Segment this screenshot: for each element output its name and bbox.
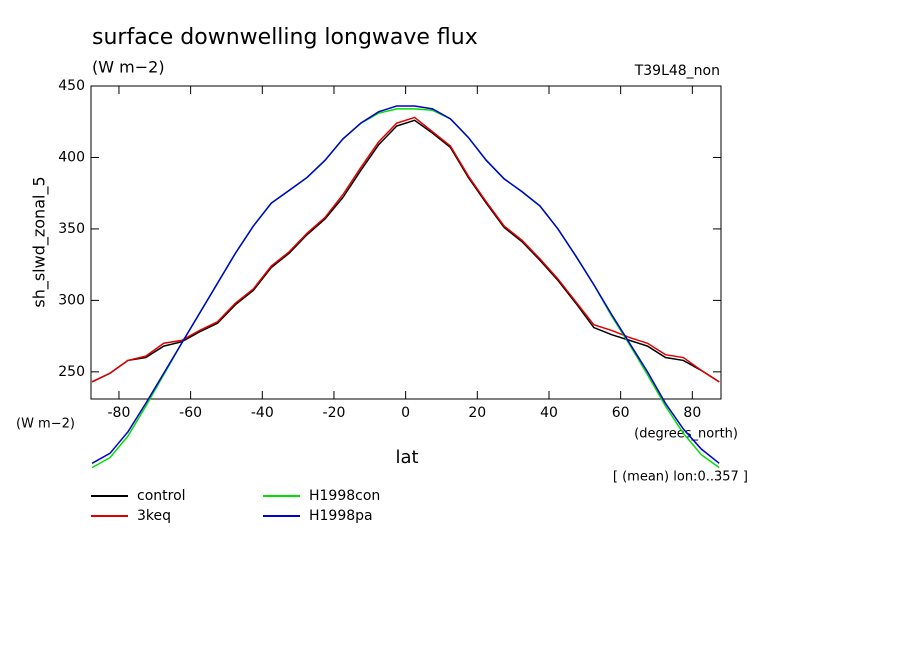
series-line — [91, 116, 720, 383]
y-units: (W m−2) — [16, 417, 75, 432]
x-units: (degrees_north) — [634, 427, 738, 442]
x-axis-label: lat — [395, 447, 418, 468]
legend-label: 3keq — [137, 508, 171, 524]
x-tick-label: -40 — [251, 405, 274, 421]
legend-label: control — [137, 488, 186, 504]
chart-subtitle: (W m−2) — [92, 58, 165, 77]
y-tick-label: 300 — [58, 292, 85, 308]
series-line — [91, 119, 720, 383]
x-tick-label: 0 — [401, 405, 410, 421]
legend-label: H1998pa — [309, 508, 373, 524]
x-tick-label: 40 — [540, 405, 558, 421]
x-tick-label: 80 — [683, 405, 701, 421]
tag: T39L48_non — [634, 63, 720, 79]
plot-frame — [90, 85, 722, 400]
note: [ (mean) lon:0..357 ] — [613, 470, 748, 485]
x-tick-label: -80 — [108, 405, 131, 421]
y-axis-label: sh_slwd_zonal_5 — [30, 176, 50, 307]
x-tick-label: -60 — [179, 405, 202, 421]
y-tick-label: 400 — [58, 149, 85, 165]
y-tick-label: 350 — [58, 221, 85, 237]
series-line — [91, 105, 720, 464]
y-tick-label: 250 — [58, 364, 85, 380]
legend-label: H1998con — [309, 488, 380, 504]
chart-title: surface downwelling longwave flux — [92, 25, 478, 50]
x-tick-label: -20 — [323, 405, 346, 421]
x-tick-label: 60 — [612, 405, 630, 421]
y-tick-label: 450 — [58, 78, 85, 94]
x-tick-label: 20 — [468, 405, 486, 421]
